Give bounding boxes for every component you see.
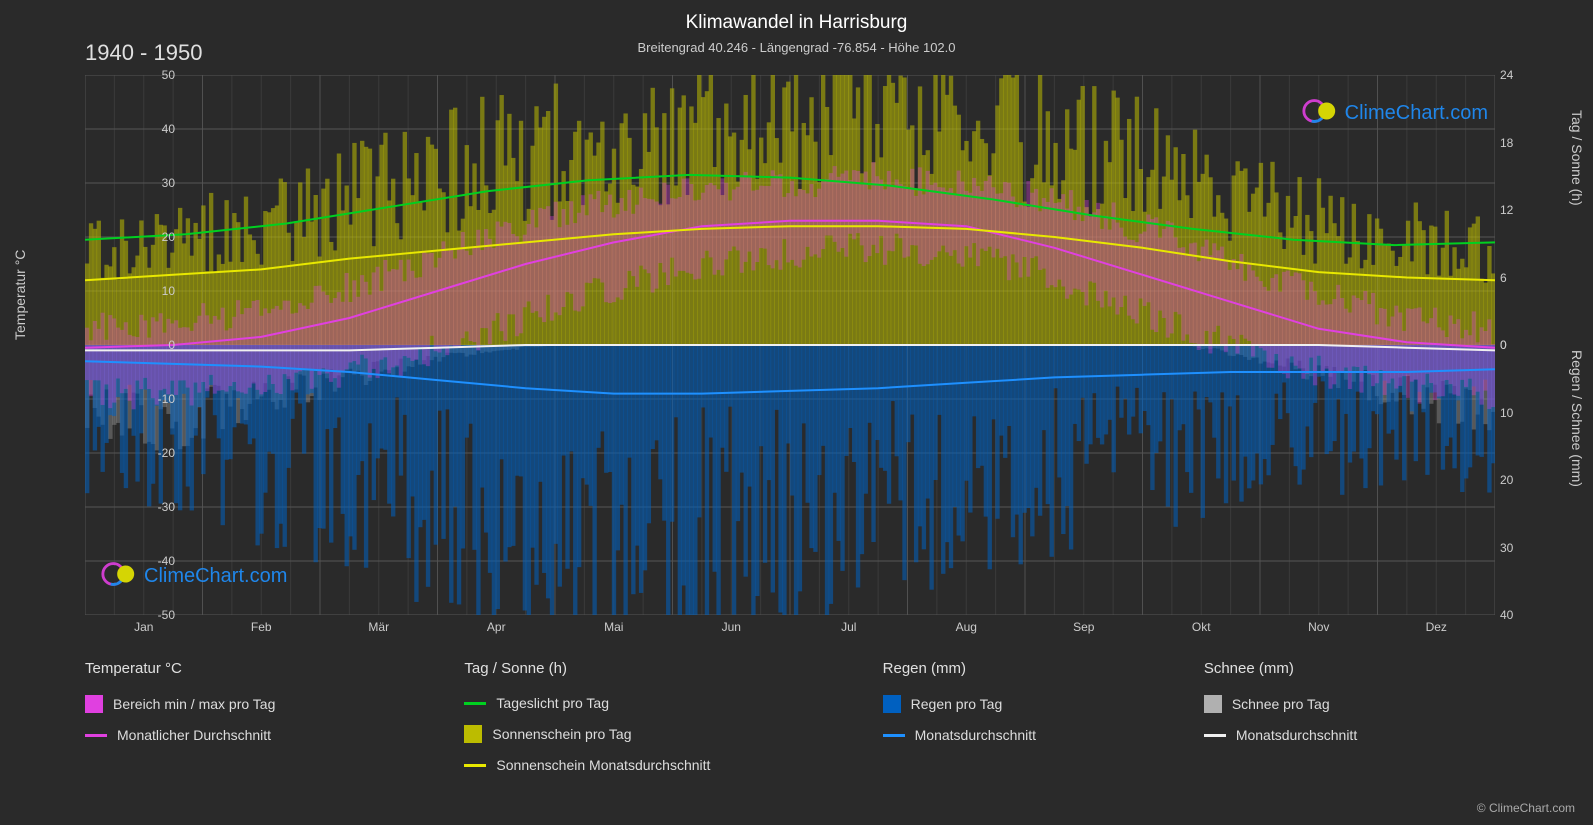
y-left-tick: -20 — [140, 446, 175, 460]
plot-area — [85, 75, 1495, 615]
y-right-top-tick: 24 — [1500, 68, 1513, 82]
x-month-tick: Jul — [841, 620, 856, 634]
y-right-bottom-tick: 10 — [1500, 406, 1513, 420]
legend-heading: Regen (mm) — [883, 660, 1174, 677]
climechart-logo-icon — [100, 555, 138, 598]
y-left-tick: 0 — [140, 338, 175, 352]
x-month-tick: Aug — [956, 620, 977, 634]
y-left-tick: 30 — [140, 176, 175, 190]
y-axis-left-label: Temperatur °C — [12, 250, 28, 340]
legend-swatch — [883, 734, 905, 737]
watermark-text: ClimeChart.com — [1345, 102, 1488, 125]
legend-group: Temperatur °C Bereich min / max pro Tag Mo… — [85, 660, 434, 773]
y-right-top-tick: 6 — [1500, 271, 1507, 285]
y-axis-right-label-top: Tag / Sonne (h) — [1569, 110, 1585, 206]
watermark-bottom-left: ClimeChart.com — [100, 555, 287, 598]
legend-label: Monatsdurchschnitt — [915, 727, 1036, 743]
legend-group: Schnee (mm) Schnee pro Tag Monatsdurchschn… — [1204, 660, 1495, 773]
legend-swatch — [85, 695, 103, 713]
legend-item: Monatsdurchschnitt — [883, 727, 1174, 743]
climate-chart: { "title": "Klimawandel in Harrisburg", … — [0, 0, 1593, 825]
legend-heading: Temperatur °C — [85, 660, 434, 677]
legend-swatch — [1204, 734, 1226, 737]
legend-item: Regen pro Tag — [883, 695, 1174, 713]
y-right-bottom-tick: 20 — [1500, 473, 1513, 487]
legend-label: Monatsdurchschnitt — [1236, 727, 1357, 743]
y-right-top-tick: 18 — [1500, 136, 1513, 150]
legend-item: Sonnenschein Monatsdurchschnitt — [464, 757, 852, 773]
legend-item: Schnee pro Tag — [1204, 695, 1495, 713]
y-left-tick: 40 — [140, 122, 175, 136]
watermark-text: ClimeChart.com — [144, 565, 287, 588]
legend-label: Regen pro Tag — [911, 696, 1003, 712]
legend-item: Monatsdurchschnitt — [1204, 727, 1495, 743]
y-left-tick: 20 — [140, 230, 175, 244]
y-right-top-tick: 12 — [1500, 203, 1513, 217]
legend-item: Bereich min / max pro Tag — [85, 695, 434, 713]
x-month-tick: Jan — [134, 620, 153, 634]
legend-heading: Tag / Sonne (h) — [464, 660, 852, 677]
legend-label: Bereich min / max pro Tag — [113, 696, 275, 712]
legend-swatch — [1204, 695, 1222, 713]
chart-subtitle: Breitengrad 40.246 - Längengrad -76.854 … — [0, 40, 1593, 55]
x-month-tick: Mär — [368, 620, 389, 634]
y-axis-right-label-bottom: Regen / Schnee (mm) — [1569, 350, 1585, 487]
y-left-tick: 10 — [140, 284, 175, 298]
x-month-tick: Jun — [722, 620, 741, 634]
y-right-bottom-tick: 0 — [1500, 338, 1507, 352]
climechart-logo-icon — [1301, 92, 1339, 135]
x-month-tick: Apr — [487, 620, 506, 634]
legend-label: Monatlicher Durchschnitt — [117, 727, 271, 743]
legend-group: Tag / Sonne (h) Tageslicht pro Tag Sonnens… — [464, 660, 852, 773]
y-left-tick: -40 — [140, 554, 175, 568]
legend-swatch — [85, 734, 107, 737]
plot-svg — [85, 75, 1495, 615]
legend-swatch — [464, 725, 482, 743]
legend-label: Schnee pro Tag — [1232, 696, 1330, 712]
x-month-tick: Sep — [1073, 620, 1094, 634]
y-left-tick: -30 — [140, 500, 175, 514]
legend-item: Sonnenschein pro Tag — [464, 725, 852, 743]
chart-title: Klimawandel in Harrisburg — [0, 0, 1593, 34]
x-month-tick: Mai — [604, 620, 623, 634]
legend-item: Monatlicher Durchschnitt — [85, 727, 434, 743]
copyright: © ClimeChart.com — [1477, 801, 1575, 815]
legend-group: Regen (mm) Regen pro Tag Monatsdurchschnit… — [883, 660, 1174, 773]
watermark-top-right: ClimeChart.com — [1301, 92, 1488, 135]
y-left-tick: 50 — [140, 68, 175, 82]
y-right-bottom-tick: 30 — [1500, 541, 1513, 555]
legend-swatch — [883, 695, 901, 713]
x-month-tick: Feb — [251, 620, 272, 634]
legend-heading: Schnee (mm) — [1204, 660, 1495, 677]
y-left-tick: -10 — [140, 392, 175, 406]
legend: Temperatur °C Bereich min / max pro Tag Mo… — [85, 660, 1495, 773]
x-month-tick: Dez — [1426, 620, 1447, 634]
legend-label: Sonnenschein Monatsdurchschnitt — [496, 757, 710, 773]
legend-item: Tageslicht pro Tag — [464, 695, 852, 711]
period-label: 1940 - 1950 — [85, 40, 202, 66]
legend-label: Tageslicht pro Tag — [496, 695, 609, 711]
legend-label: Sonnenschein pro Tag — [492, 726, 631, 742]
y-right-bottom-tick: 40 — [1500, 608, 1513, 622]
legend-swatch — [464, 702, 486, 705]
x-month-tick: Okt — [1192, 620, 1211, 634]
x-month-tick: Nov — [1308, 620, 1329, 634]
legend-swatch — [464, 764, 486, 767]
